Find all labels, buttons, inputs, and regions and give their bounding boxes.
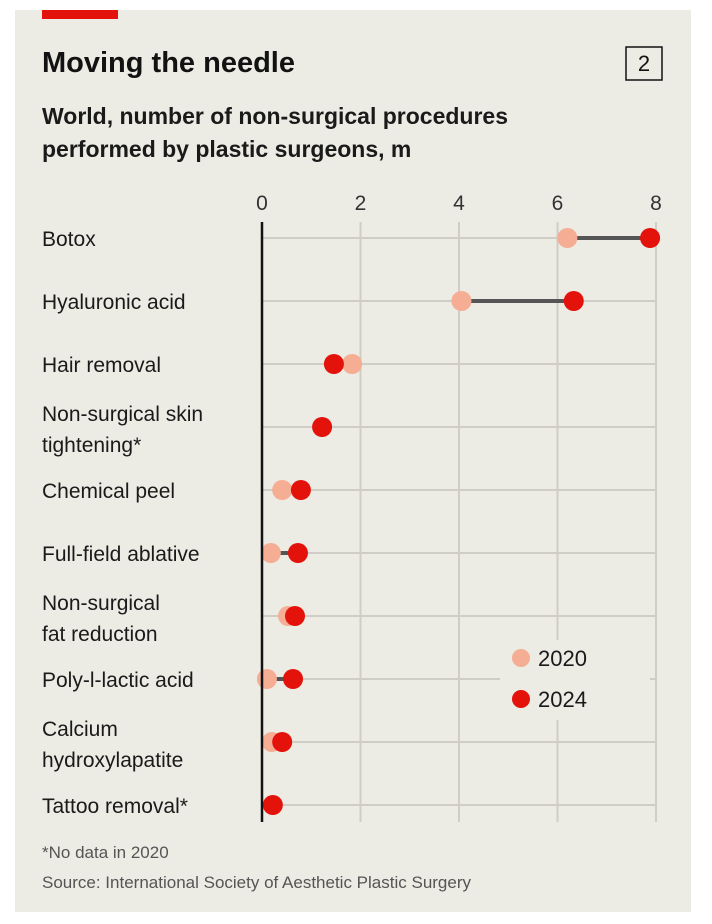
point-2020 <box>272 480 293 500</box>
subtitle-line-2: performed by plastic surgeons, m <box>42 136 411 162</box>
category-label: Poly-l-lactic acid <box>42 669 194 692</box>
point-2020 <box>557 228 578 248</box>
chart-title: Moving the needle <box>42 47 295 79</box>
legend-2020-marker <box>512 649 530 667</box>
point-2024 <box>272 732 293 752</box>
point-2024 <box>284 606 305 626</box>
x-tick-label: 4 <box>453 192 465 215</box>
category-label: Non-surgical skin <box>42 403 203 426</box>
category-label: Hyaluronic acid <box>42 291 186 314</box>
x-tick-label: 0 <box>256 192 268 215</box>
category-label: Full-field ablative <box>42 543 200 566</box>
legend-2024-label: 2024 <box>538 687 587 712</box>
legend: 2020 2024 <box>500 640 650 720</box>
legend-2020-label: 2020 <box>538 646 587 671</box>
point-2024 <box>312 417 333 437</box>
category-label: Chemical peel <box>42 480 175 503</box>
category-label: tightening* <box>42 434 141 457</box>
chart-number: 2 <box>638 51 650 76</box>
category-label: fat reduction <box>42 623 158 646</box>
category-label: Hair removal <box>42 354 161 377</box>
x-tick-label: 6 <box>552 192 564 215</box>
x-tick-label: 2 <box>355 192 367 215</box>
point-2024 <box>287 543 308 563</box>
point-2020 <box>256 669 277 689</box>
point-2024 <box>563 291 584 311</box>
footnote: *No data in 2020 <box>42 843 169 862</box>
point-2024 <box>323 354 344 374</box>
accent-bar <box>42 10 118 19</box>
source: Source: International Society of Aesthet… <box>42 873 472 892</box>
point-2020 <box>451 291 472 311</box>
point-2020 <box>260 543 281 563</box>
category-label: Calcium <box>42 718 118 741</box>
category-label: Tattoo removal* <box>42 795 188 818</box>
point-2024 <box>283 669 304 689</box>
x-tick-label: 8 <box>650 192 662 215</box>
point-2024 <box>290 480 311 500</box>
category-label: Non-surgical <box>42 592 160 615</box>
category-label: hydroxylapatite <box>42 749 183 772</box>
subtitle-line-1: World, number of non-surgical procedures <box>42 103 508 129</box>
chart-panel <box>15 10 691 912</box>
point-2020 <box>342 354 363 374</box>
chart-number-badge <box>625 46 663 81</box>
point-2024 <box>262 795 283 815</box>
category-label: Botox <box>42 228 96 251</box>
legend-2024-marker <box>512 690 530 708</box>
point-2024 <box>640 228 661 248</box>
